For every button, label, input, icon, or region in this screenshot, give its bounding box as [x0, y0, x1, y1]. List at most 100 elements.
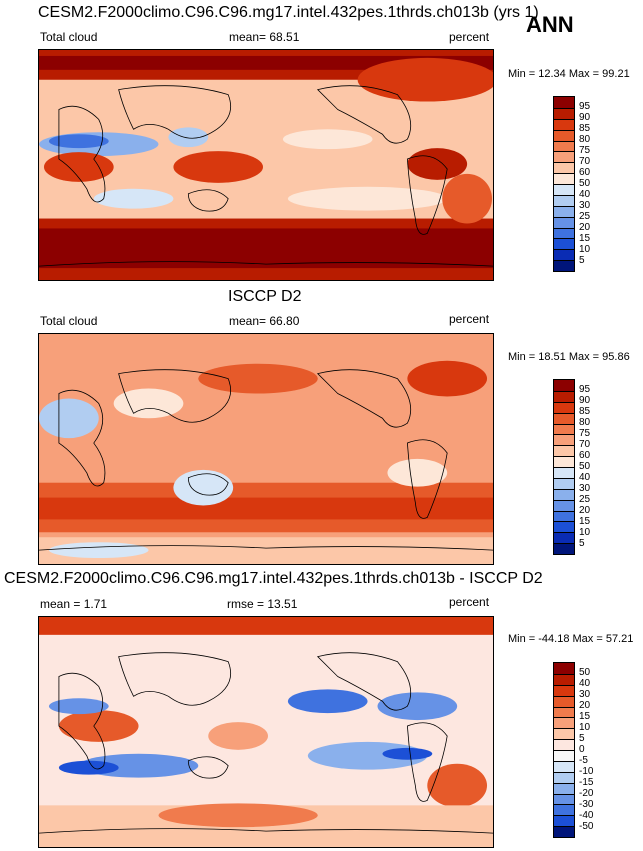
panel2-left-label: Total cloud: [40, 314, 98, 328]
panel3-title: CESM2.F2000climo.C96.C96.mg17.intel.432p…: [4, 570, 543, 587]
colorbar-segment: [554, 684, 574, 696]
colorbar-tick-label: 15: [579, 233, 591, 244]
colorbar-segment: [554, 390, 574, 402]
panel3-map-svg: [39, 617, 493, 847]
colorbar-tick-label: 30: [579, 689, 591, 700]
panel1-left-label: Total cloud: [40, 30, 98, 44]
colorbar-segment: [554, 249, 574, 261]
colorbar-tick-label: 20: [579, 505, 591, 516]
colorbar-tick-label: 5: [579, 255, 585, 266]
panel1-map: [38, 49, 494, 281]
colorbar-segment: [554, 118, 574, 130]
colorbar-segment: [554, 97, 574, 108]
panel3-map: [38, 616, 494, 848]
colorbar-tick-label: 95: [579, 384, 591, 395]
panel2-map-svg: [39, 334, 493, 564]
colorbar-segment: [554, 173, 574, 184]
colorbar-tick-label: 5: [579, 733, 585, 744]
colorbar-tick-label: 40: [579, 472, 591, 483]
colorbar-segment: [554, 434, 574, 446]
colorbar-tick-label: 80: [579, 134, 591, 145]
colorbar-segment: [554, 205, 574, 217]
colorbar-tick-label: 40: [579, 678, 591, 689]
colorbar-segment: [554, 140, 574, 152]
colorbar-tick-label: 15: [579, 516, 591, 527]
season-label: ANN: [526, 12, 574, 37]
colorbar-segment: [554, 695, 574, 707]
colorbar-tick-label: 90: [579, 395, 591, 406]
colorbar-tick-label: 20: [579, 222, 591, 233]
colorbar-tick-label: 50: [579, 461, 591, 472]
colorbar-segment: [554, 521, 574, 533]
colorbar-segment: [554, 456, 574, 467]
colorbar-tick-label: -5: [579, 755, 588, 766]
panel3-colorbar: [553, 662, 575, 838]
colorbar-segment: [554, 260, 574, 271]
colorbar-segment: [554, 826, 574, 837]
colorbar-tick-label: 70: [579, 439, 591, 450]
colorbar-tick-label: 70: [579, 156, 591, 167]
colorbar-tick-label: 90: [579, 112, 591, 123]
colorbar-tick-label: 15: [579, 711, 591, 722]
colorbar-segment: [554, 467, 574, 478]
colorbar-segment: [554, 488, 574, 500]
colorbar-segment: [554, 380, 574, 391]
colorbar-segment: [554, 445, 574, 457]
colorbar-segment: [554, 129, 574, 141]
colorbar-segment: [554, 238, 574, 250]
colorbar-tick-label: 50: [579, 178, 591, 189]
panel3-minmax: Min = -44.18 Max = 57.21: [508, 633, 634, 645]
colorbar-segment: [554, 194, 574, 206]
colorbar-segment: [554, 477, 574, 489]
colorbar-tick-label: 80: [579, 417, 591, 428]
panel1-minmax: Min = 12.34 Max = 99.21: [508, 68, 630, 80]
colorbar-segment: [554, 401, 574, 413]
panel3-rmse-label: rmse = 13.51: [227, 597, 298, 611]
panel1-title: CESM2.F2000climo.C96.C96.mg17.intel.432p…: [38, 4, 539, 21]
colorbar-tick-label: -30: [579, 799, 594, 810]
colorbar-tick-label: 30: [579, 483, 591, 494]
colorbar-tick-label: 5: [579, 538, 585, 549]
colorbar-segment: [554, 760, 574, 772]
colorbar-segment: [554, 510, 574, 522]
colorbar-tick-label: 95: [579, 101, 591, 112]
panel2-minmax: Min = 18.51 Max = 95.86: [508, 351, 630, 363]
colorbar-tick-label: 50: [579, 667, 591, 678]
colorbar-tick-label: 75: [579, 428, 591, 439]
colorbar-segment: [554, 804, 574, 816]
panel2-map: [38, 333, 494, 565]
colorbar-segment: [554, 782, 574, 794]
panel3-mean-label: mean = 1.71: [40, 597, 108, 611]
panel2-title: ISCCP D2: [228, 288, 302, 305]
panel1-colorbar: [553, 96, 575, 272]
colorbar-tick-label: 85: [579, 406, 591, 417]
panel2-units-label: percent: [449, 312, 490, 326]
colorbar-segment: [554, 739, 574, 750]
colorbar-segment: [554, 771, 574, 783]
colorbar-tick-label: 75: [579, 145, 591, 156]
colorbar-segment: [554, 728, 574, 740]
colorbar-segment: [554, 750, 574, 761]
colorbar-tick-label: 60: [579, 450, 591, 461]
colorbar-tick-label: 10: [579, 244, 591, 255]
colorbar-segment: [554, 706, 574, 718]
panel1-map-svg: [39, 50, 493, 280]
colorbar-tick-label: 20: [579, 700, 591, 711]
colorbar-segment: [554, 227, 574, 239]
colorbar-segment: [554, 107, 574, 119]
panel1-mean-label: mean= 68.51: [229, 30, 300, 44]
colorbar-tick-label: 85: [579, 123, 591, 134]
colorbar-tick-label: -40: [579, 810, 594, 821]
panel3-units-label: percent: [449, 595, 490, 609]
colorbar-segment: [554, 793, 574, 805]
colorbar-segment: [554, 162, 574, 174]
colorbar-segment: [554, 815, 574, 827]
colorbar-tick-label: 0: [579, 744, 585, 755]
colorbar-tick-label: 30: [579, 200, 591, 211]
colorbar-tick-label: -10: [579, 766, 594, 777]
colorbar-tick-label: 60: [579, 167, 591, 178]
colorbar-segment: [554, 532, 574, 544]
colorbar-segment: [554, 673, 574, 685]
colorbar-segment: [554, 663, 574, 674]
colorbar-segment: [554, 412, 574, 424]
